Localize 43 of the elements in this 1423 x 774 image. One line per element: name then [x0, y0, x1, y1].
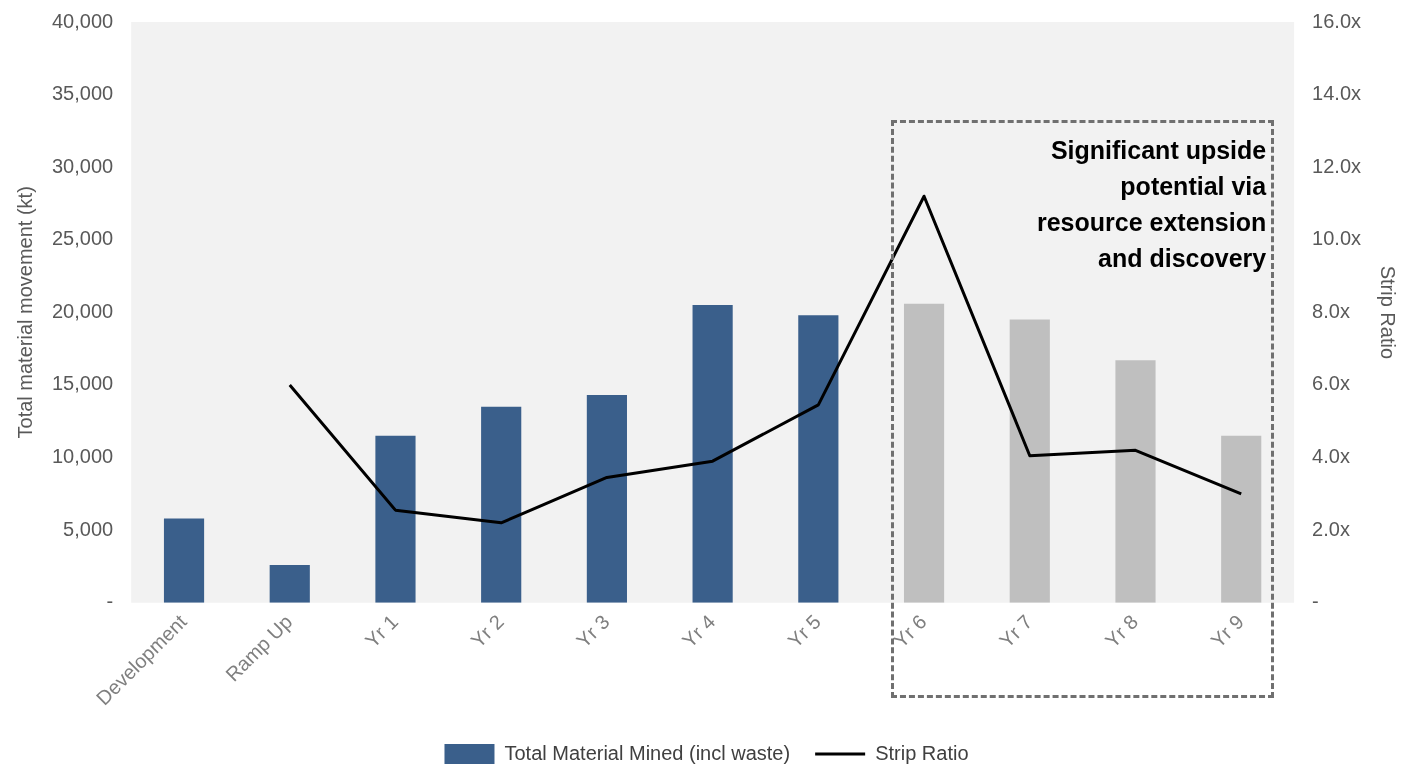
y2-tick-label: 16.0x — [1312, 9, 1362, 32]
y-tick-label: 25,000 — [52, 227, 114, 250]
bar — [798, 315, 839, 603]
y2-tick-label: 2.0x — [1312, 517, 1350, 540]
x-tick-label: Yr 6 — [889, 610, 931, 652]
y2-axis-title: Strip Ratio — [1377, 265, 1400, 360]
y2-tick-label: 14.0x — [1312, 82, 1362, 105]
x-tick-label: Yr 9 — [1206, 610, 1248, 652]
y2-tick-label: - — [1312, 590, 1319, 613]
y-tick-label: 15,000 — [52, 372, 114, 395]
y-tick-label: 30,000 — [52, 154, 114, 177]
bar — [1221, 435, 1262, 603]
x-tick-label: Yr 2 — [466, 610, 508, 652]
bar — [269, 564, 310, 603]
bar — [1009, 319, 1050, 603]
annotation: Significant upside potential via resource extension and discovery — [1036, 136, 1268, 273]
x-tick-label: Yr 8 — [1100, 610, 1143, 652]
y-axis-title: Total material movement (kt) — [13, 186, 36, 439]
y-tick-label: - — [106, 590, 114, 613]
x-tick-label: Yr 1 — [360, 610, 403, 652]
bar — [586, 395, 627, 603]
bar — [1115, 360, 1156, 603]
x-tick-label: Yr 4 — [677, 610, 720, 652]
y-tick-label: 35,000 — [52, 82, 114, 105]
bar — [163, 518, 205, 603]
y2-tick-label: 10.0x — [1312, 227, 1362, 250]
y2-tick-label: 12.0x — [1312, 154, 1362, 177]
y2-tick-label: 6.0x — [1312, 372, 1350, 395]
x-tick-label: Yr 3 — [572, 610, 614, 652]
legend-label: Total Material Mined (incl waste) — [504, 741, 791, 764]
bar — [481, 406, 522, 603]
y2-tick-label: 8.0x — [1312, 299, 1350, 322]
bar — [903, 303, 945, 603]
y-tick-label: 10,000 — [52, 445, 114, 468]
legend-label: Strip Ratio — [875, 741, 969, 764]
bar — [375, 435, 416, 603]
bar — [692, 305, 733, 603]
x-tick-label: Yr 7 — [995, 610, 1037, 652]
y-tick-label: 40,000 — [52, 9, 114, 32]
y2-tick-label: 4.0x — [1312, 445, 1350, 468]
x-tick-label: Yr 5 — [783, 610, 826, 652]
y-tick-label: 5,000 — [63, 517, 114, 540]
y-tick-label: 20,000 — [52, 299, 114, 322]
